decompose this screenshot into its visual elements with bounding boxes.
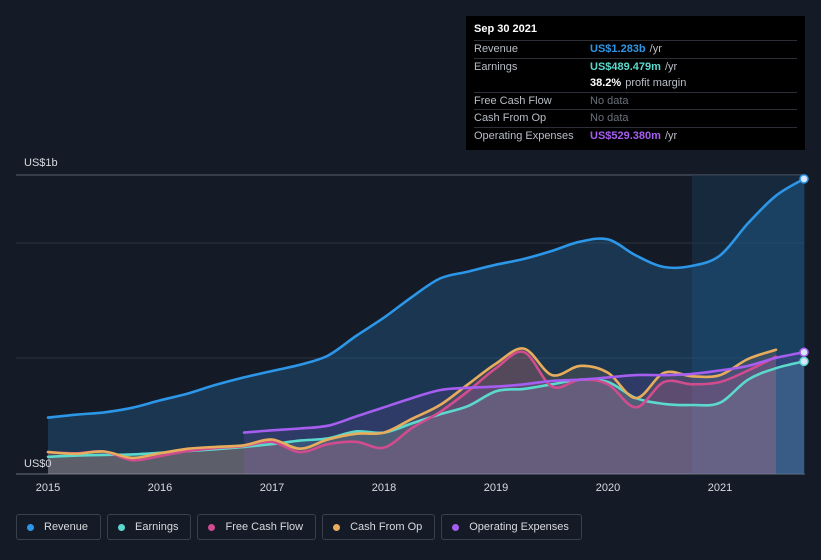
tooltip-rows: Revenue US$1.283b/yr Earnings US$489.479m/y…	[474, 40, 797, 144]
legend-dot-icon	[118, 523, 126, 531]
x-tick-label: 2018	[372, 482, 396, 494]
x-tick-label: 2015	[36, 482, 60, 494]
legend-item-revenue[interactable]: Revenue	[16, 514, 102, 540]
highlight-band	[692, 175, 805, 474]
legend-dot-icon	[452, 523, 460, 531]
end-marker-revenue	[799, 174, 809, 184]
tooltip-row-unit: /yr	[664, 129, 678, 142]
legend-label: Earnings	[135, 521, 179, 533]
tooltip-row-value: US$529.380m	[590, 129, 661, 142]
tooltip-row: Free Cash Flow No data	[474, 91, 797, 110]
y-tick-label: US$1b	[24, 157, 58, 169]
tooltip-row-nodata: No data	[590, 94, 629, 107]
tooltip-panel: Sep 30 2021 Revenue US$1.283b/yr Earnings U…	[466, 16, 805, 150]
tooltip-row-label: Revenue	[474, 43, 519, 55]
tooltip-row-label: Earnings	[474, 60, 518, 73]
legend-item-operating-expenses[interactable]: Operating Expenses	[441, 514, 582, 540]
series-lines	[46, 177, 806, 462]
legend: Revenue Earnings Free Cash Flow Cash From O…	[16, 514, 588, 540]
legend-item-cash-from-op[interactable]: Cash From Op	[322, 514, 436, 540]
chart: 2015 2016 2017 2018 2019 2020 2021 US$0 US$1b	[16, 157, 809, 494]
area-revenue	[48, 178, 804, 474]
y-tick-label: US$0	[24, 458, 52, 470]
legend-label: Revenue	[44, 521, 89, 533]
legend-label: Free Cash Flow	[225, 521, 304, 533]
tooltip-row-unit: profit margin	[625, 77, 687, 89]
gridlines	[16, 174, 805, 475]
legend-item-free-cash-flow[interactable]: Free Cash Flow	[197, 514, 317, 540]
axis-labels: 2015 2016 2017 2018 2019 2020 2021 US$0 US$1b	[24, 157, 732, 494]
legend-dot-icon	[208, 523, 216, 531]
tooltip-row-value: US$489.479m	[590, 60, 661, 73]
x-tick-label: 2017	[260, 482, 284, 494]
legend-dot-icon	[27, 523, 34, 531]
x-tick-label: 2020	[596, 482, 620, 494]
x-tick-label: 2021	[708, 482, 732, 494]
tooltip-row: Cash From Op No data	[474, 109, 797, 127]
legend-item-earnings[interactable]: Earnings	[107, 514, 192, 540]
x-tick-label: 2019	[484, 482, 508, 494]
legend-label: Operating Expenses	[469, 521, 569, 533]
line-operating-expenses	[242, 350, 806, 434]
line-cash-from-op	[46, 347, 778, 460]
end-marker-earnings	[799, 356, 809, 367]
tooltip-row: Revenue US$1.283b/yr	[474, 40, 797, 58]
tooltip-row-nodata: No data	[590, 112, 629, 124]
legend-label: Cash From Op	[350, 521, 423, 533]
tooltip-row-label: Cash From Op	[474, 112, 547, 124]
tooltip-row-label: Operating Expenses	[474, 129, 574, 142]
tooltip-row: Earnings US$489.479m/yr	[474, 57, 797, 76]
x-tick-label: 2016	[148, 482, 172, 494]
end-marker-operating-expenses	[799, 347, 809, 357]
tooltip-row-label: Free Cash Flow	[474, 94, 552, 107]
tooltip-row-value: US$1.283b	[590, 43, 646, 55]
area-free-cash-flow	[48, 351, 776, 474]
legend-dot-icon	[333, 523, 341, 531]
tooltip-row-value: 38.2%	[590, 77, 622, 89]
tooltip-row-unit: /yr	[649, 43, 662, 55]
tooltip-row-label	[474, 75, 590, 92]
tooltip-row: 38.2% profit margin	[474, 75, 797, 92]
line-free-cash-flow	[46, 350, 778, 462]
tooltip-row: Operating Expenses US$529.380m/yr	[474, 126, 797, 145]
end-markers	[799, 174, 809, 367]
line-revenue	[46, 177, 806, 419]
series-areas	[48, 178, 804, 474]
tooltip-row-unit: /yr	[664, 60, 678, 73]
tooltip-date: Sep 30 2021	[474, 23, 537, 35]
